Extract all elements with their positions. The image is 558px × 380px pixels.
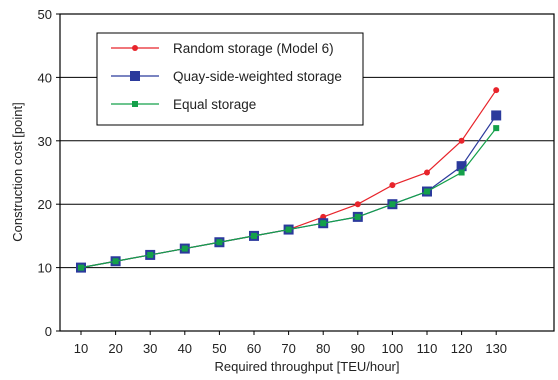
data-point bbox=[354, 213, 361, 220]
data-point bbox=[147, 251, 154, 258]
x-axis-ticks: 10 20 30 40 50 60 70 80 90 100 110 120 130 bbox=[74, 331, 507, 356]
y-tick-label: 10 bbox=[38, 261, 52, 276]
data-point bbox=[354, 201, 361, 208]
data-point bbox=[216, 239, 223, 246]
data-point bbox=[251, 232, 257, 239]
data-point bbox=[181, 245, 188, 252]
data-point bbox=[112, 258, 119, 265]
series-3 bbox=[78, 125, 500, 271]
x-tick-label: 100 bbox=[382, 341, 404, 356]
y-tick-label: 50 bbox=[38, 7, 52, 22]
data-point bbox=[493, 87, 500, 94]
data-point bbox=[456, 161, 467, 172]
data-point bbox=[285, 226, 292, 233]
data-point bbox=[320, 220, 327, 227]
data-point bbox=[424, 169, 430, 176]
y-axis-ticks: 0 10 20 30 40 50 bbox=[38, 7, 60, 339]
legend: Random storage (Model 6) Quay-side-weight… bbox=[96, 32, 364, 126]
legend-marker bbox=[130, 71, 140, 81]
x-tick-label: 40 bbox=[178, 341, 192, 356]
y-tick-label: 20 bbox=[38, 197, 52, 212]
legend-label: Quay-side-weighted storage bbox=[173, 69, 342, 84]
y-tick-label: 40 bbox=[38, 70, 52, 85]
legend-item: Equal storage bbox=[111, 97, 256, 112]
y-tick-label: 0 bbox=[45, 324, 52, 339]
series-group bbox=[76, 87, 502, 273]
data-point bbox=[491, 110, 502, 121]
data-point bbox=[389, 201, 396, 208]
x-tick-label: 30 bbox=[143, 341, 157, 356]
x-tick-label: 50 bbox=[212, 341, 226, 356]
legend-marker bbox=[132, 101, 138, 107]
legend-item: Random storage (Model 6) bbox=[111, 41, 334, 56]
x-axis-title: Required throughput [TEU/hour] bbox=[215, 359, 400, 374]
x-tick-label: 90 bbox=[351, 341, 365, 356]
x-tick-label: 10 bbox=[74, 341, 88, 356]
legend-label: Random storage (Model 6) bbox=[173, 41, 334, 56]
legend-item: Quay-side-weighted storage bbox=[111, 69, 342, 84]
x-tick-label: 80 bbox=[316, 341, 330, 356]
y-tick-label: 30 bbox=[38, 134, 52, 149]
data-point bbox=[493, 125, 500, 132]
x-tick-label: 120 bbox=[451, 341, 473, 356]
data-point bbox=[424, 188, 430, 195]
legend-label: Equal storage bbox=[173, 97, 256, 112]
legend-marker bbox=[132, 45, 138, 51]
y-axis-title: Construction cost [point] bbox=[10, 102, 25, 241]
data-point bbox=[78, 264, 84, 271]
x-tick-label: 20 bbox=[108, 341, 122, 356]
data-point bbox=[458, 137, 465, 144]
x-tick-label: 110 bbox=[417, 341, 438, 356]
x-tick-label: 130 bbox=[485, 341, 507, 356]
x-tick-label: 60 bbox=[247, 341, 261, 356]
x-tick-label: 70 bbox=[281, 341, 295, 356]
data-point bbox=[389, 182, 396, 189]
legend-items: Random storage (Model 6) Quay-side-weight… bbox=[111, 41, 342, 112]
data-point bbox=[458, 169, 465, 176]
